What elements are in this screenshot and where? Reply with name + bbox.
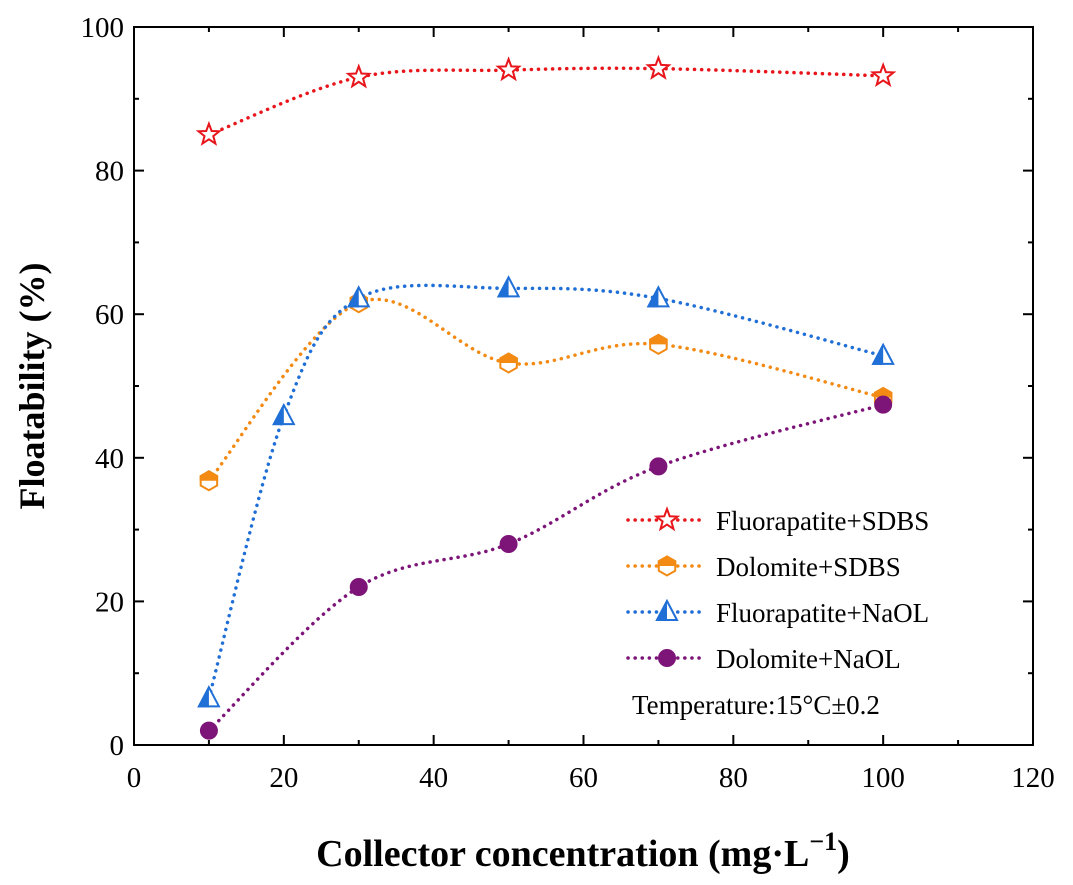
x-tick-label: 100 <box>861 762 905 794</box>
y-tick-label: 40 <box>95 443 124 475</box>
data-point-0-2 <box>495 56 522 82</box>
data-point-2-1 <box>272 403 296 426</box>
series-curves <box>207 66 885 733</box>
x-axis-label-close: ) <box>837 833 850 875</box>
circle-marker-shape <box>499 534 518 553</box>
star-marker-shape <box>495 56 522 82</box>
legend-label-1: Dolomite+SDBS <box>716 552 901 582</box>
star-marker-shape <box>653 506 681 532</box>
triangle-marker-fill <box>871 342 884 365</box>
data-point-0-4 <box>869 61 897 88</box>
data-point-3-2 <box>499 534 518 553</box>
legend-marker-3 <box>658 649 676 667</box>
legend-label-0: Fluorapatite+SDBS <box>716 506 929 536</box>
triangle-marker-fill <box>646 285 659 308</box>
data-point-2-5 <box>871 342 895 365</box>
data-point-1-2 <box>499 352 518 374</box>
y-tick-label: 60 <box>95 299 124 331</box>
data-point-1-0 <box>199 470 219 492</box>
legend-marker-0 <box>653 506 681 532</box>
data-point-3-1 <box>349 578 368 597</box>
circle-marker-shape <box>658 649 676 667</box>
temperature-annotation: Temperature:15°C±0.2 <box>632 690 880 720</box>
series-markers <box>195 54 897 740</box>
legend-marker-1 <box>657 555 677 577</box>
x-tick-label: 60 <box>569 762 598 794</box>
axes: 0 20 40 60 80 100 120 0 20 40 60 80 100 <box>81 12 1055 794</box>
data-point-3-0 <box>199 721 218 740</box>
hexagon-marker-fill <box>499 352 518 364</box>
hexagon-marker-fill <box>649 333 668 345</box>
circle-marker-shape <box>349 578 368 597</box>
y-axis-label: Floatability (%) <box>12 263 52 510</box>
y-tick-label: 100 <box>81 12 125 44</box>
x-tick-label: 80 <box>719 762 748 794</box>
y-tick-label: 20 <box>95 586 124 618</box>
series-line-3 <box>207 402 885 733</box>
data-point-2-3 <box>496 275 521 298</box>
triangle-marker-fill <box>496 275 509 298</box>
x-tick-label: 120 <box>1011 762 1055 794</box>
legend: Fluorapatite+SDBS Dolomite+SDBS Fluorapati… <box>626 506 929 674</box>
x-tick-label: 0 <box>127 762 142 794</box>
series-line-2 <box>207 283 885 701</box>
x-tick-label: 20 <box>269 762 298 794</box>
hexagon-marker-fill <box>657 555 677 566</box>
series-line-0 <box>207 66 885 137</box>
x-axis-label: Collector concentration (mg·L−1) <box>316 827 850 875</box>
data-point-2-0 <box>197 685 221 708</box>
data-point-0-0 <box>195 120 223 146</box>
legend-marker-2 <box>655 598 679 621</box>
x-axis-label-main: Collector concentration (mg·L <box>316 833 809 875</box>
hexagon-marker-fill <box>199 470 219 481</box>
circle-marker-shape <box>199 721 218 740</box>
data-point-2-2 <box>347 285 371 308</box>
data-point-3-4 <box>874 395 893 414</box>
y-tick-label: 0 <box>110 730 125 762</box>
data-point-3-3 <box>649 457 668 476</box>
legend-label-3: Dolomite+NaOL <box>716 644 901 674</box>
plot-frame <box>133 26 1034 746</box>
circle-marker-shape <box>649 457 668 476</box>
triangle-marker-fill <box>272 403 284 426</box>
hexagon-marker-fill <box>873 386 893 398</box>
star-marker-shape <box>645 54 672 80</box>
series-line-1 <box>207 297 885 483</box>
star-marker-shape <box>195 120 223 146</box>
data-point-0-3 <box>645 54 672 80</box>
triangle-marker-fill <box>197 685 209 708</box>
star-marker-shape <box>345 63 372 89</box>
data-point-2-4 <box>646 285 671 308</box>
x-axis-label-superscript: −1 <box>809 827 837 856</box>
data-point-0-1 <box>345 63 372 89</box>
legend-label-2: Fluorapatite+NaOL <box>716 598 929 628</box>
x-tick-label: 40 <box>419 762 448 794</box>
data-point-1-3 <box>649 333 668 356</box>
circle-marker-shape <box>874 395 893 414</box>
y-tick-label: 80 <box>95 156 124 188</box>
star-marker-shape <box>869 61 897 88</box>
triangle-marker-fill <box>655 598 667 621</box>
triangle-marker-fill <box>347 285 359 308</box>
